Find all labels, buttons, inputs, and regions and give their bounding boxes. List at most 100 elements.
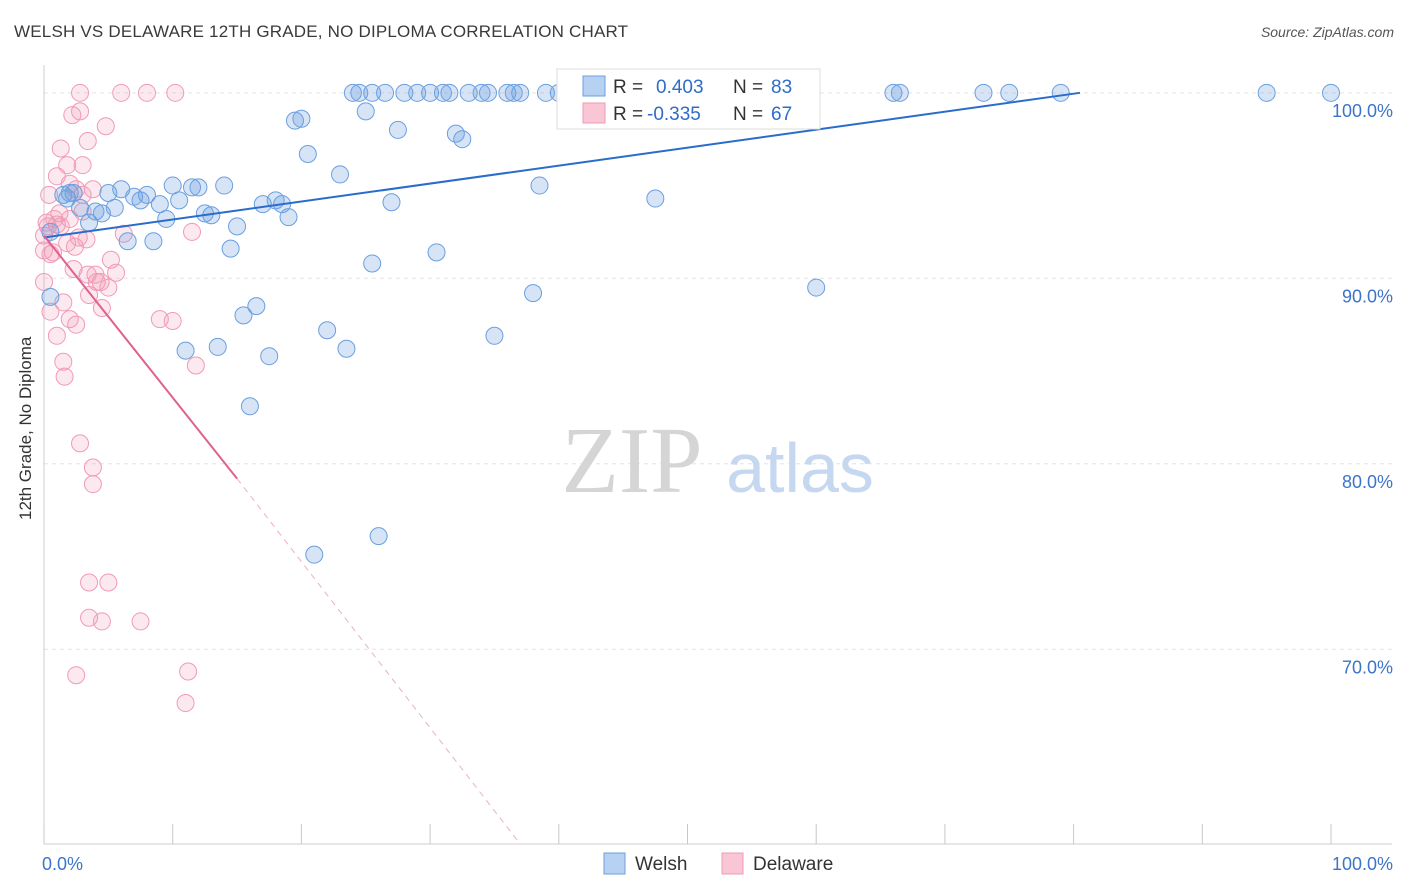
welsh-point — [498, 83, 517, 102]
welsh-point — [440, 83, 459, 102]
welsh-point — [453, 130, 472, 149]
axes — [43, 65, 1392, 845]
welsh-point — [343, 83, 362, 102]
welsh-point — [363, 254, 382, 273]
delaware-point — [179, 662, 198, 681]
watermark-zip: ZIP — [562, 409, 703, 513]
delaware-point — [83, 458, 102, 477]
welsh-point — [350, 83, 369, 102]
delaware-n-prefix: N = — [733, 104, 763, 125]
welsh-point — [71, 198, 90, 217]
y-tick-labels: 100.0% 90.0% 80.0% 70.0% — [1332, 101, 1393, 677]
welsh-point — [60, 183, 79, 202]
welsh-n-value: 83 — [771, 77, 792, 98]
delaware-point — [92, 612, 111, 631]
y-tick-label: 80.0% — [1342, 472, 1393, 492]
delaware-point — [50, 204, 69, 223]
welsh-point — [369, 527, 388, 546]
welsh-point — [382, 193, 401, 212]
delaware-point — [41, 302, 60, 321]
delaware-point — [183, 222, 202, 241]
x-tick-label: 0.0% — [42, 854, 83, 874]
welsh-point — [176, 341, 195, 360]
source-credit: Source: ZipAtlas.com — [1260, 24, 1394, 40]
welsh-point — [331, 165, 350, 184]
welsh-point — [337, 339, 356, 358]
welsh-point — [260, 347, 279, 366]
welsh-point — [388, 120, 407, 139]
delaware-point — [87, 273, 106, 292]
welsh-point — [279, 208, 298, 227]
delaware-point — [99, 278, 118, 297]
y-tick-label: 100.0% — [1332, 101, 1393, 121]
welsh-point — [234, 306, 253, 325]
welsh-point — [1051, 83, 1070, 102]
welsh-points — [41, 83, 1340, 564]
delaware-trend-extension — [236, 478, 521, 845]
welsh-point — [1322, 83, 1340, 102]
welsh-point — [504, 83, 523, 102]
delaware-point — [163, 311, 182, 330]
welsh-r-value: 0.403 — [656, 77, 704, 98]
welsh-point — [247, 297, 266, 316]
welsh-point — [479, 83, 498, 102]
welsh-point — [408, 83, 427, 102]
welsh-point — [427, 243, 446, 262]
delaware-point — [51, 139, 70, 158]
legend-welsh-label[interactable]: Welsh — [635, 854, 687, 875]
welsh-point — [459, 83, 478, 102]
delaware-r-prefix: R = — [613, 104, 643, 125]
welsh-point — [884, 83, 903, 102]
delaware-trend-line — [43, 235, 238, 480]
welsh-point — [64, 183, 83, 202]
series-legend: Welsh Delaware — [603, 852, 833, 875]
welsh-n-prefix: N = — [733, 77, 763, 98]
welsh-point — [536, 83, 555, 102]
welsh-point — [183, 178, 202, 197]
welsh-point — [395, 83, 414, 102]
welsh-point — [485, 326, 504, 345]
legend-welsh-swatch[interactable] — [603, 852, 626, 875]
y-tick-label: 90.0% — [1342, 286, 1393, 306]
trend-lines — [43, 91, 1081, 845]
watermark-atlas: atlas — [726, 429, 874, 507]
welsh-point — [646, 189, 665, 208]
welsh-point — [215, 176, 234, 195]
welsh-point — [524, 284, 543, 303]
delaware-point — [131, 612, 150, 631]
x-tick-label: 100.0% — [1332, 854, 1393, 874]
welsh-point — [150, 195, 169, 214]
welsh-point — [228, 217, 247, 236]
watermark: ZIP atlas — [562, 409, 874, 513]
delaware-n-value: 67 — [771, 104, 792, 125]
delaware-point — [107, 263, 126, 282]
delaware-point — [83, 180, 102, 199]
delaware-point — [67, 666, 86, 685]
legend-delaware-label[interactable]: Delaware — [753, 854, 833, 875]
welsh-point — [41, 287, 60, 306]
welsh-trend-line — [43, 91, 1081, 239]
delaware-point — [47, 326, 66, 345]
welsh-point — [208, 337, 227, 356]
legend-delaware-swatch[interactable] — [721, 852, 744, 875]
welsh-point — [472, 83, 491, 102]
welsh-point — [363, 83, 382, 102]
delaware-point — [67, 315, 86, 334]
delaware-point — [71, 434, 90, 453]
delaware-point — [64, 260, 83, 279]
welsh-point — [807, 278, 826, 297]
delaware-r-value: -0.335 — [647, 104, 701, 125]
welsh-point — [974, 83, 993, 102]
welsh-point — [163, 176, 182, 195]
welsh-point — [105, 198, 124, 217]
delaware-swatch — [582, 102, 606, 124]
welsh-point — [285, 111, 304, 130]
stats-legend: R = 0.403 N = 83 R = -0.335 N = 67 — [556, 68, 821, 130]
delaware-point — [166, 83, 185, 102]
welsh-point — [240, 397, 259, 416]
welsh-point — [298, 145, 317, 164]
delaware-point — [83, 475, 102, 494]
welsh-point — [511, 83, 530, 102]
delaware-point — [99, 573, 118, 592]
welsh-point — [1000, 83, 1019, 102]
